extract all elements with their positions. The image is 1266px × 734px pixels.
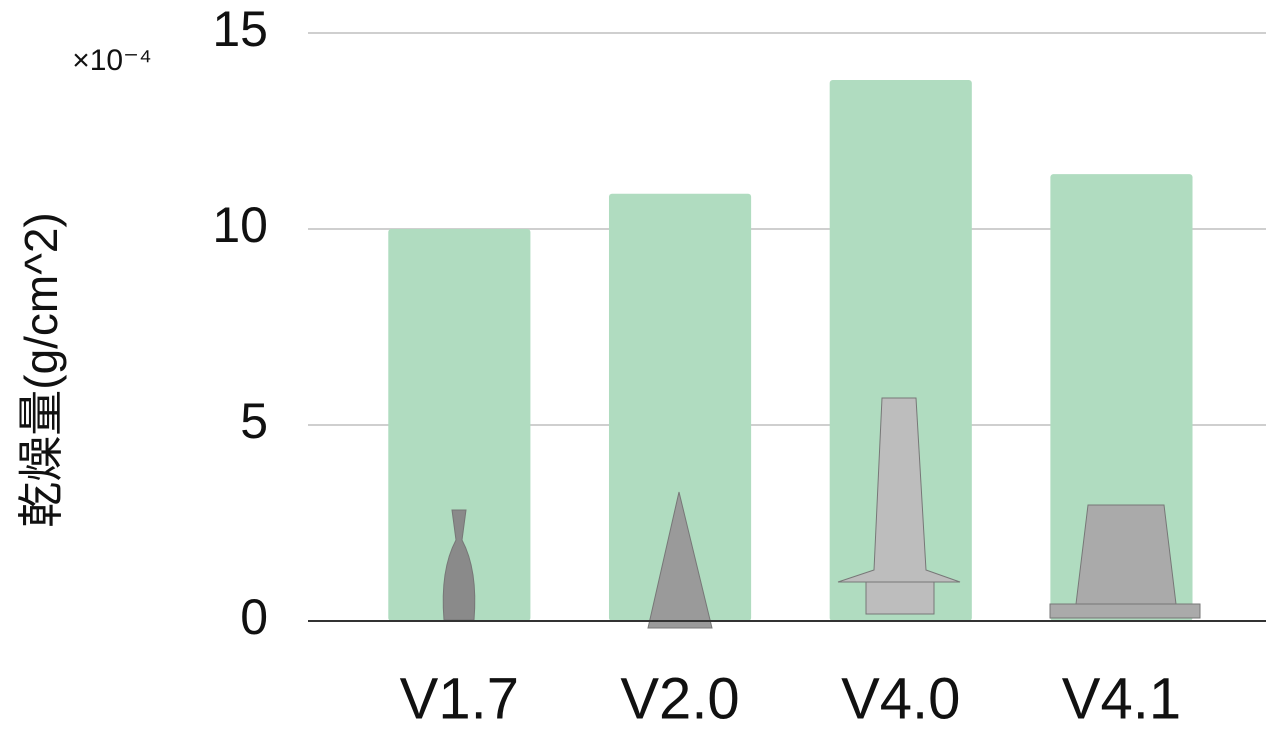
x-tick-label: V2.0 bbox=[620, 666, 739, 731]
x-tick-label: V4.1 bbox=[1062, 666, 1181, 731]
y-tick-label: 0 bbox=[240, 589, 268, 645]
y-axis-label: 乾燥量(g/cm^2) bbox=[15, 212, 67, 528]
y-tick-label: 15 bbox=[212, 1, 268, 57]
bars bbox=[388, 80, 1192, 621]
x-tick-label: V1.7 bbox=[400, 666, 519, 731]
x-tick-label: V4.0 bbox=[841, 666, 960, 731]
y-tick-label: 10 bbox=[212, 197, 268, 253]
y-tick-label: 5 bbox=[240, 393, 268, 449]
y-multiplier: ×10⁻⁴ bbox=[72, 44, 152, 77]
chart: 乾燥量(g/cm^2) ×10⁻⁴ 0 5 10 15 V1.7 V2.0 V4.0 V4.1 bbox=[0, 0, 1266, 734]
